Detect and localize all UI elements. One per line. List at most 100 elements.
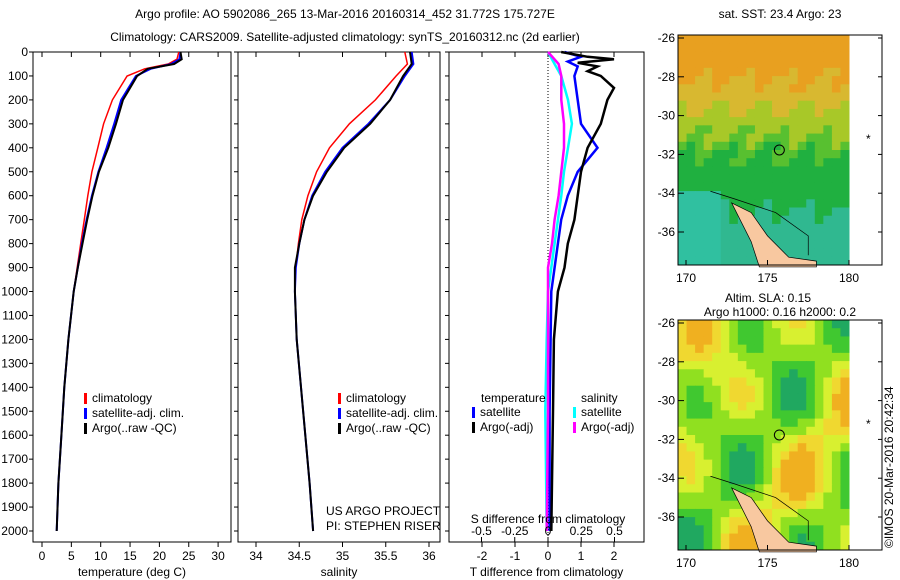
map-cell: [789, 199, 799, 208]
map-cell: [686, 402, 696, 411]
y-tick-label: 1300: [1, 356, 28, 370]
map-cell: [763, 336, 773, 346]
map-cell: [814, 76, 824, 85]
map-cell: [712, 435, 722, 444]
map-cell: [695, 402, 705, 411]
map-cell: [831, 67, 841, 77]
map-cell: [814, 174, 824, 184]
map-cell: [720, 108, 730, 118]
map-cell: [806, 240, 816, 250]
y-tick-label: 1900: [1, 500, 28, 514]
map-cell: [746, 59, 756, 69]
map-cell: [712, 336, 722, 346]
map-cell: [678, 182, 688, 192]
map-cell: [823, 133, 833, 143]
map-cell: [789, 476, 799, 485]
map-cell: [780, 174, 790, 184]
map-cell: [746, 248, 756, 258]
x-tick-label: 1: [578, 549, 585, 563]
map-cell: [797, 100, 807, 110]
map-cell: [780, 336, 790, 346]
map-cell: [695, 492, 705, 502]
map-cell: [695, 248, 705, 258]
map-cell: [695, 385, 705, 395]
map-cell: [814, 223, 824, 233]
t-diff-legend-label: satellite: [480, 405, 521, 419]
map-cell: [720, 500, 730, 510]
map-cell: [746, 533, 756, 543]
x-tick-label: 15: [123, 549, 137, 563]
map-cell: [814, 320, 824, 329]
map-cell: [763, 215, 773, 225]
map-cell: [763, 76, 773, 85]
map-cell: [831, 402, 841, 411]
map-cell: [831, 369, 841, 378]
map-cell: [678, 133, 688, 143]
map-cell: [797, 476, 807, 485]
map-cell: [754, 410, 764, 420]
map-cell: [797, 43, 807, 52]
map-cell: [840, 207, 850, 217]
map-cell: [840, 369, 850, 378]
plot-frame: [448, 51, 645, 543]
map-cell: [720, 125, 730, 135]
map-cell: [686, 51, 696, 61]
map-cell: [772, 484, 782, 493]
map-cell: [814, 344, 824, 354]
map-cell: [806, 385, 816, 395]
map-cell: [823, 199, 833, 208]
map-cell: [754, 352, 764, 362]
map-cell: [678, 459, 688, 469]
map-cell: [737, 166, 747, 176]
map-cell: [806, 410, 816, 420]
map-cell: [840, 35, 850, 44]
map-cell: [814, 500, 824, 510]
map-cell: [840, 484, 850, 493]
map-cell: [814, 443, 824, 452]
map-cell: [789, 100, 799, 110]
map-cell: [814, 59, 824, 69]
map-cell: [789, 352, 799, 362]
map-cell: [754, 84, 764, 93]
map-cell: [729, 248, 739, 258]
map-cell: [772, 67, 782, 77]
map-cell: [797, 352, 807, 362]
map-cell: [678, 35, 688, 44]
map-cell: [720, 59, 730, 69]
map-cell: [789, 67, 799, 77]
map-cell: [772, 369, 782, 378]
map-cell: [772, 393, 782, 403]
map-cell: [763, 492, 773, 502]
map-cell: [814, 467, 824, 477]
map-cell: [712, 117, 722, 126]
map-cell: [789, 191, 799, 200]
map-cell: [729, 92, 739, 102]
map-cell: [789, 84, 799, 93]
map-cell: [729, 240, 739, 250]
map-cell: [720, 517, 730, 526]
map-cell: [831, 141, 841, 151]
map-cell: [831, 517, 841, 526]
map-cell: [678, 248, 688, 258]
map-cell: [814, 215, 824, 225]
map-cell: [712, 541, 722, 551]
map-cell: [780, 215, 790, 225]
map-cell: [814, 232, 824, 241]
map-cell: [763, 191, 773, 200]
map-cell: [823, 393, 833, 403]
map-cell: [831, 320, 841, 329]
map-cell: [720, 133, 730, 143]
map-cell: [678, 232, 688, 241]
map-cell: [729, 223, 739, 233]
map-cell: [840, 84, 850, 93]
s-diff-legend-swatch: [573, 422, 576, 433]
map-cell: [720, 215, 730, 225]
map-cell: [780, 248, 790, 258]
map-cell: [712, 150, 722, 159]
map-cell: [814, 418, 824, 428]
map-cell: [686, 320, 696, 329]
map-cell: [686, 484, 696, 493]
map-cell: [823, 43, 833, 52]
map-cell: [746, 369, 756, 378]
map-cell: [806, 133, 816, 143]
